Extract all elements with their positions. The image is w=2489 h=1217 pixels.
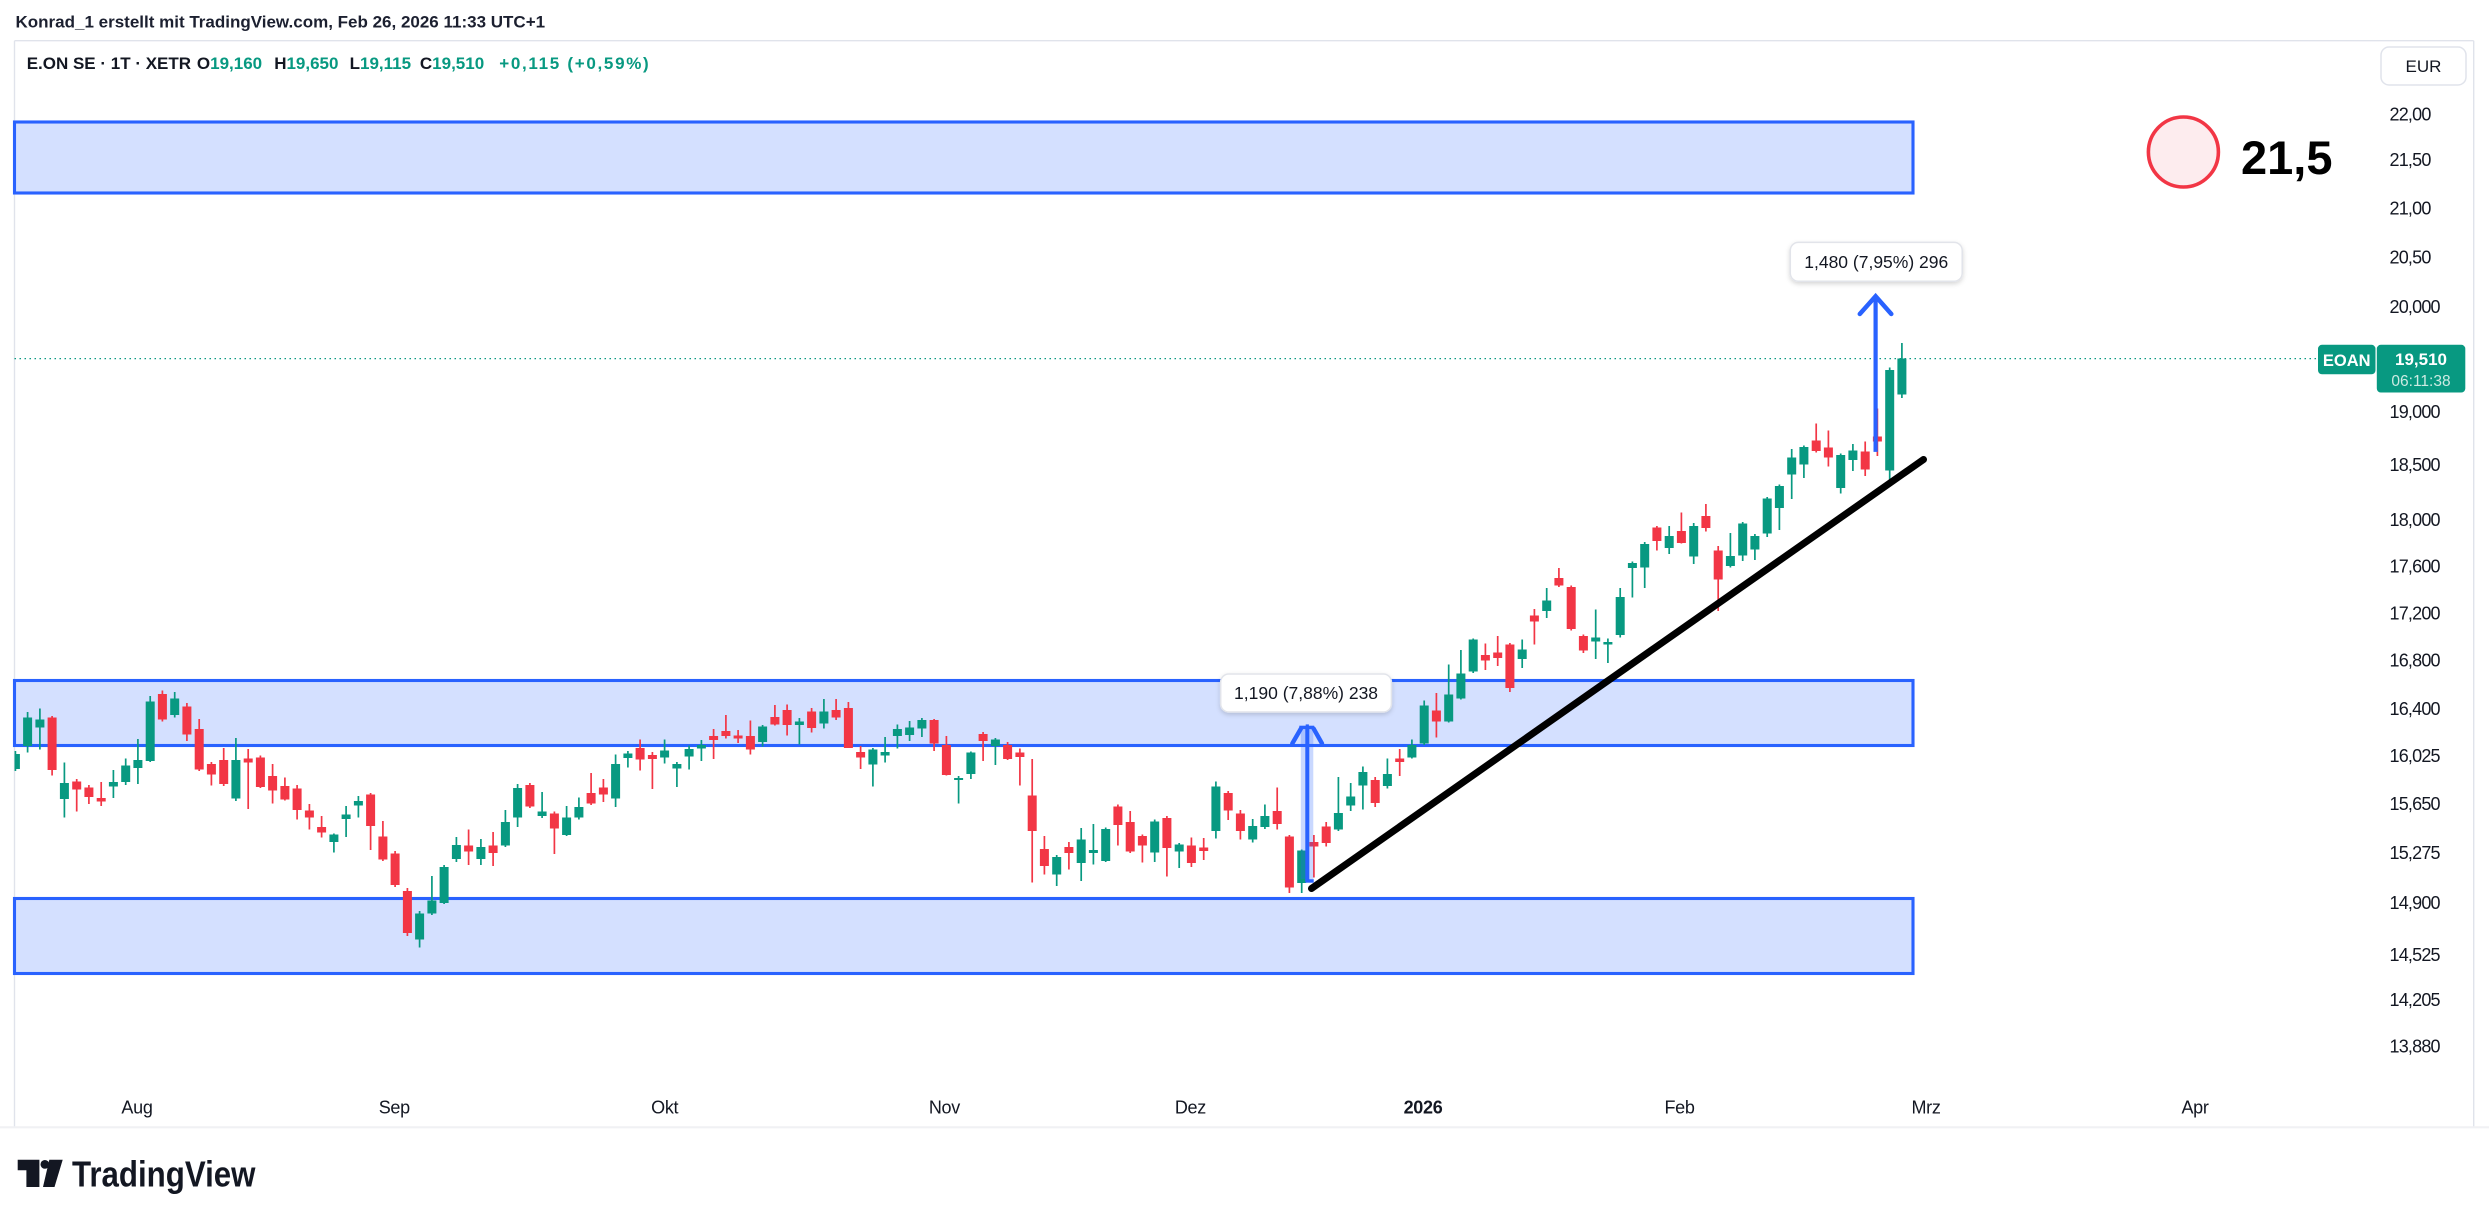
- svg-text:Mrz: Mrz: [1911, 1098, 1940, 1118]
- svg-text:C19,510: C19,510: [420, 54, 484, 73]
- svg-text:21,5: 21,5: [2241, 131, 2332, 184]
- svg-text:19,000: 19,000: [2390, 402, 2441, 422]
- svg-text:19,510: 19,510: [2395, 350, 2447, 369]
- svg-text:20,50: 20,50: [2390, 247, 2432, 267]
- svg-text:20,000: 20,000: [2390, 297, 2441, 317]
- svg-text:Aug: Aug: [121, 1098, 152, 1118]
- svg-text:TradingView: TradingView: [72, 1154, 256, 1195]
- svg-text:16,800: 16,800: [2390, 650, 2441, 670]
- svg-text:18,000: 18,000: [2390, 510, 2441, 530]
- svg-text:15,275: 15,275: [2390, 843, 2441, 863]
- svg-text:14,900: 14,900: [2390, 893, 2441, 913]
- svg-text:Dez: Dez: [1175, 1098, 1206, 1118]
- svg-text:Nov: Nov: [929, 1098, 960, 1118]
- svg-text:13,880: 13,880: [2390, 1037, 2441, 1057]
- svg-text:2026: 2026: [1404, 1098, 1443, 1118]
- svg-text:16,400: 16,400: [2390, 699, 2441, 719]
- svg-text:14,525: 14,525: [2390, 945, 2441, 965]
- svg-text:Apr: Apr: [2181, 1098, 2208, 1118]
- svg-text:H19,650: H19,650: [274, 54, 338, 73]
- svg-text:15,650: 15,650: [2390, 794, 2441, 814]
- svg-text:EUR: EUR: [2406, 57, 2442, 76]
- svg-text:06:11:38: 06:11:38: [2391, 373, 2450, 390]
- svg-text:21,50: 21,50: [2390, 150, 2432, 170]
- svg-text:21,00: 21,00: [2390, 199, 2432, 219]
- svg-text:Konrad_1 erstellt mit TradingV: Konrad_1 erstellt mit TradingView.com, F…: [16, 13, 546, 32]
- svg-text:EOAN: EOAN: [2323, 352, 2371, 370]
- svg-text:Okt: Okt: [651, 1098, 678, 1118]
- svg-text:E.ON SE · 1T · XETR: E.ON SE · 1T · XETR: [27, 54, 191, 73]
- svg-text:22,00: 22,00: [2390, 105, 2432, 125]
- svg-text:Feb: Feb: [1664, 1098, 1694, 1118]
- svg-text:Sep: Sep: [379, 1098, 410, 1118]
- svg-text:1,480 (7,95%) 296: 1,480 (7,95%) 296: [1804, 252, 1948, 272]
- svg-text:17,200: 17,200: [2390, 604, 2441, 624]
- svg-text:16,025: 16,025: [2390, 746, 2441, 766]
- svg-text:L19,115: L19,115: [350, 54, 411, 73]
- svg-text:17,600: 17,600: [2390, 557, 2441, 577]
- svg-text:1,190 (7,88%) 238: 1,190 (7,88%) 238: [1234, 683, 1378, 703]
- svg-text:14,205: 14,205: [2390, 990, 2441, 1010]
- svg-text:18,500: 18,500: [2390, 455, 2441, 475]
- svg-text:+0,115 (+0,59%): +0,115 (+0,59%): [499, 54, 650, 73]
- svg-text:O19,160: O19,160: [197, 54, 262, 73]
